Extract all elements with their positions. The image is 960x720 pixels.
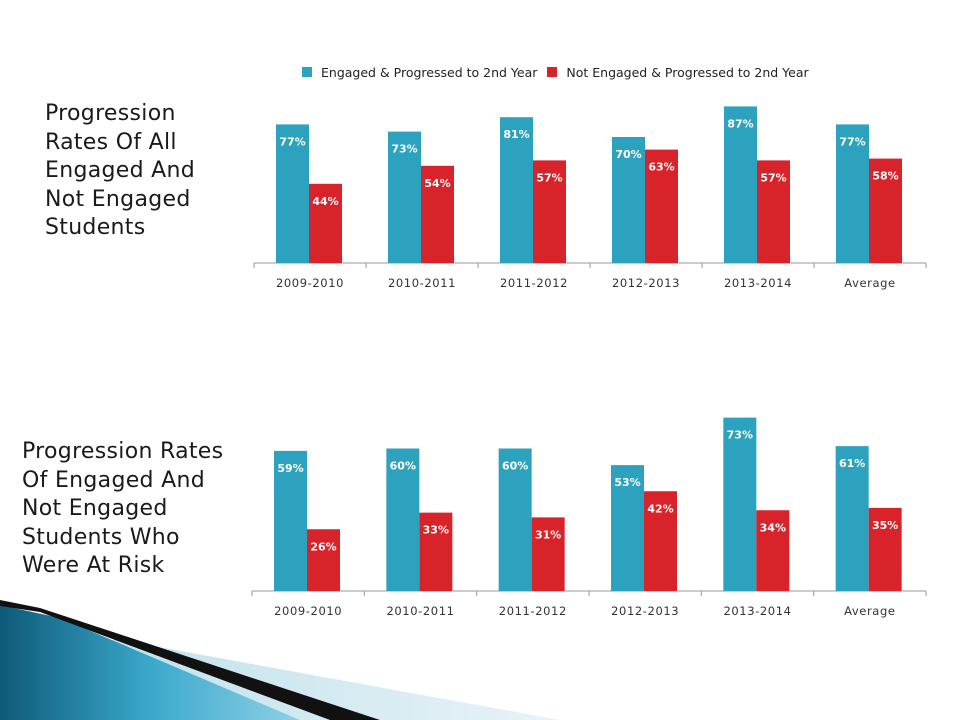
chart1-title-line: Progression (45, 101, 176, 126)
data-label: 77% (279, 135, 305, 148)
legend-swatch-engaged (302, 67, 312, 77)
data-label: 33% (423, 524, 449, 537)
bar-not-engaged (644, 491, 677, 591)
chart1-title-line: Students (45, 215, 146, 240)
chart-legend: Engaged & Progressed to 2nd Year Not Eng… (302, 62, 819, 82)
bar-not-engaged (531, 517, 565, 591)
x-tick-label: 2010-2011 (386, 604, 454, 618)
data-label: 26% (310, 540, 336, 553)
bar-engaged (498, 448, 532, 591)
data-label: 63% (648, 161, 674, 174)
bar-not-engaged (757, 160, 790, 263)
bar-engaged (276, 124, 309, 264)
bar-not-engaged (309, 183, 342, 263)
data-label: 44% (312, 195, 338, 208)
chart1-title: Progression Rates Of All Engaged And Not… (45, 100, 195, 243)
bar-engaged (388, 131, 421, 263)
legend-label-not-engaged: Not Engaged & Progressed to 2nd Year (566, 64, 809, 80)
bar-engaged (500, 117, 533, 263)
bar-chart-at-risk-students: 59% 26% 2009-2010 60% 33% 2010-2011 60% 31% 2011… (251, 417, 927, 618)
bar-not-engaged (421, 165, 454, 263)
bar-not-engaged (533, 160, 566, 263)
data-label: 35% (872, 519, 898, 532)
data-label: 58% (872, 170, 898, 183)
data-label: 59% (277, 462, 303, 475)
bar-not-engaged (645, 149, 678, 263)
x-tick-label: 2012-2013 (611, 604, 679, 618)
legend-item-engaged: Engaged & Progressed to 2nd Year (302, 65, 537, 80)
chart2-title-line: Progression Rates (22, 439, 224, 464)
x-tick-label: Average (844, 276, 895, 290)
chart2-title-line: Were At Risk (22, 553, 165, 578)
bar-not-engaged (307, 529, 340, 591)
chart2-title: Progression Rates Of Engaged And Not Eng… (22, 438, 223, 581)
bar-engaged (723, 417, 757, 591)
bar-not-engaged (868, 507, 902, 591)
bar-not-engaged (756, 510, 790, 591)
bar-engaged (612, 137, 645, 263)
data-label: 54% (424, 177, 450, 190)
data-label: 73% (727, 429, 753, 442)
data-label: 42% (647, 502, 673, 515)
bar-engaged (611, 465, 644, 591)
bar-engaged (274, 450, 307, 591)
x-tick-label: 2010-2011 (388, 276, 456, 290)
bar-engaged (724, 106, 757, 264)
legend-label-engaged: Engaged & Progressed to 2nd Year (321, 64, 538, 80)
data-label: 31% (535, 528, 561, 541)
x-tick-label: 2011-2012 (499, 604, 567, 618)
chart1-title-line: Not Engaged (45, 186, 191, 212)
data-label: 60% (502, 460, 528, 473)
bar-engaged (835, 446, 869, 591)
legend-item-not-engaged: Not Engaged & Progressed to 2nd Year (547, 64, 809, 80)
data-label: 57% (760, 171, 786, 184)
data-label: 70% (615, 148, 641, 161)
data-label: 73% (391, 143, 417, 156)
x-tick-label: 2009-2010 (274, 604, 342, 618)
x-tick-label: 2011-2012 (500, 276, 568, 290)
data-label: 60% (390, 460, 416, 473)
chart2-title-line: Of Engaged And (22, 467, 205, 493)
data-label: 61% (839, 457, 865, 470)
x-tick-label: Average (844, 604, 895, 618)
chart2-title-line: Not Engaged (22, 496, 168, 521)
data-label: 34% (760, 521, 786, 534)
bar-not-engaged (419, 512, 453, 591)
data-label: 81% (503, 128, 529, 141)
bar-engaged (836, 124, 869, 264)
chart2-title-line: Students Who (22, 524, 180, 550)
data-label: 77% (839, 135, 865, 148)
bar-not-engaged (869, 158, 902, 263)
legend-swatch-not-engaged (547, 67, 558, 77)
x-tick-label: 2009-2010 (276, 276, 344, 290)
x-tick-label: 2012-2013 (612, 276, 680, 290)
chart1-title-line: Engaged And (45, 158, 196, 183)
bar-chart-all-students: 77% 44% 2009-2010 73% 54% 2010-2011 81% 57% 2011… (253, 106, 927, 290)
x-tick-label: 2013-2014 (724, 276, 792, 290)
x-tick-label: 2013-2014 (723, 604, 791, 618)
chart1-title-line: Rates Of All (45, 129, 177, 155)
data-label: 53% (614, 476, 640, 489)
bar-engaged (386, 448, 420, 591)
data-label: 57% (536, 171, 562, 184)
data-label: 87% (727, 117, 753, 130)
